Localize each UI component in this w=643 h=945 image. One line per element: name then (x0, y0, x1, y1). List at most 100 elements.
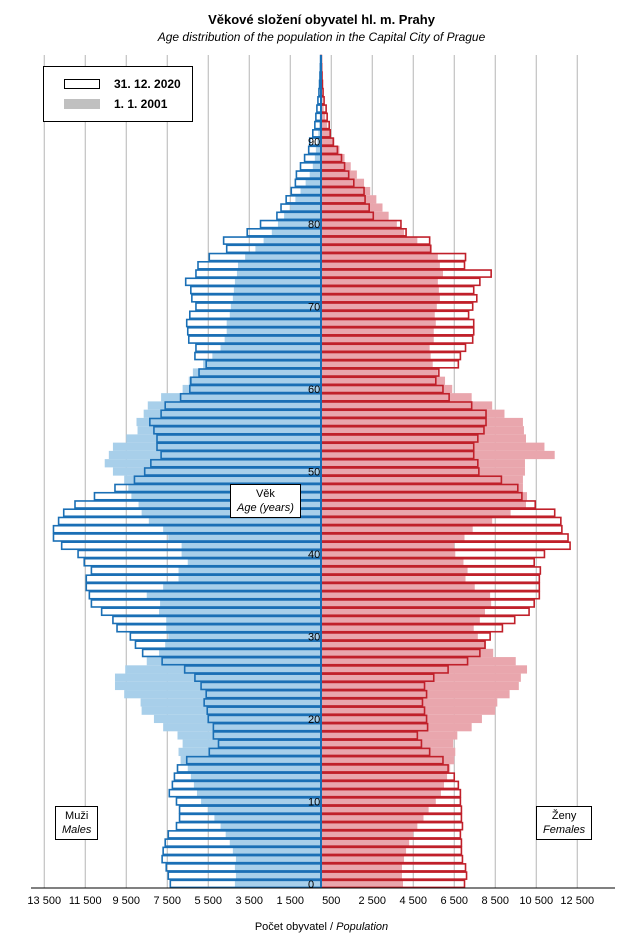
bar-male-2001-age-5 (229, 838, 321, 847)
bar-male-2001-age-42 (168, 533, 321, 542)
bar-female-2001-age-48 (321, 483, 523, 493)
bar-male-2001-age-26 (125, 665, 321, 674)
bar-female-2001-age-5 (321, 838, 410, 847)
legend-label-2001: 1. 1. 2001 (114, 97, 168, 111)
bar-female-2001-age-6 (321, 830, 414, 839)
y-tick-label-10: 10 (308, 796, 320, 808)
chart-title: Věkové složení obyvatel hl. m. Prahy (208, 12, 435, 27)
bar-female-2020-age-14 (320, 764, 449, 773)
bar-female-2020-age-56 (320, 417, 487, 427)
bar-female-2020-age-10 (320, 797, 462, 806)
bar-female-2001-age-77 (321, 244, 432, 253)
bar-male-2020-age-65 (195, 343, 322, 353)
bar-female-2001-age-16 (321, 747, 456, 757)
bar-male-2001-age-24 (114, 681, 321, 691)
bar-female-2001-age-20 (321, 714, 482, 724)
bar-female-2001-age-73 (321, 277, 438, 286)
bar-female-2001-age-94 (321, 104, 324, 113)
bar-female-2001-age-24 (321, 681, 519, 691)
bar-male-2001-age-79 (271, 228, 321, 237)
bar-male-2020-age-56 (149, 417, 322, 427)
bar-male-2001-age-90 (317, 137, 321, 146)
bar-female-2001-age-87 (321, 162, 351, 171)
bar-male-2020-age-36 (85, 582, 322, 592)
bar-male-2001-age-31 (166, 624, 321, 633)
bar-male-2001-age-55 (137, 426, 321, 435)
bar-female-2001-age-35 (321, 591, 491, 600)
bar-female-2020-age-13 (320, 772, 456, 781)
bar-male-2001-age-44 (148, 516, 321, 526)
bar-female-2020-age-76 (320, 252, 467, 262)
bar-female-2001-age-4 (321, 846, 407, 856)
bar-female-2001-age-64 (321, 351, 431, 361)
bar-female-2020-age-29 (320, 640, 486, 650)
bar-female-2001-age-17 (321, 739, 454, 748)
bar-male-2001-age-64 (212, 351, 321, 361)
bar-female-2020-age-92 (320, 120, 330, 130)
bar-male-2001-age-58 (147, 401, 321, 410)
bar-male-2001-age-84 (300, 186, 321, 196)
bar-female-2001-age-8 (321, 813, 424, 823)
bar-female-2020-age-43 (320, 524, 563, 534)
bar-male-2001-age-34 (160, 599, 321, 608)
bar-male-2020-age-25 (194, 673, 322, 683)
bar-female-2001-age-91 (321, 129, 331, 138)
bar-male-2020-age-87 (299, 162, 322, 171)
bar-female-2001-age-32 (321, 615, 480, 625)
bar-male-2001-age-68 (226, 318, 321, 328)
bar-female-2001-age-92 (321, 120, 328, 130)
bar-male-2001-age-7 (220, 822, 321, 831)
bar-male-2001-age-54 (126, 434, 321, 443)
bar-male-2020-age-84 (290, 186, 322, 196)
bar-male-2001-age-28 (159, 648, 321, 658)
bar-female-2001-age-86 (321, 170, 357, 179)
bar-female-2001-age-0 (321, 879, 403, 888)
females-label-box: Ženy Females (536, 806, 593, 840)
bar-male-2001-age-47 (131, 492, 321, 501)
bar-male-2020-age-23 (205, 689, 322, 699)
bar-male-2001-age-81 (284, 211, 321, 220)
bar-female-2001-age-70 (321, 302, 437, 311)
bar-male-2001-age-39 (187, 558, 321, 567)
bar-male-2001-age-69 (229, 310, 321, 319)
bar-male-2001-age-27 (146, 657, 321, 666)
bar-female-2001-age-60 (321, 384, 453, 394)
bar-female-2020-age-45 (320, 508, 556, 518)
females-label-cs: Ženy (551, 810, 577, 822)
legend-item-2001: 1. 1. 2001 (64, 97, 167, 111)
bar-male-2001-age-8 (214, 813, 321, 823)
bar-female-2020-age-4 (320, 846, 463, 856)
bar-male-2001-age-20 (153, 714, 321, 724)
bar-female-2020-age-9 (320, 805, 463, 814)
bar-male-2020-age-49 (133, 475, 322, 485)
bar-female-2020-age-48 (320, 483, 519, 493)
bar-male-2001-age-88 (314, 153, 321, 163)
bar-male-2020-age-15 (185, 755, 322, 765)
y-tick-label-30: 30 (308, 631, 320, 643)
bar-male-2020-age-63 (205, 359, 322, 369)
bar-male-2020-age-52 (160, 450, 322, 460)
bar-female-2001-age-63 (321, 360, 433, 369)
bar-male-2001-age-46 (138, 500, 321, 509)
bar-female-2020-age-57 (320, 409, 487, 419)
bar-male-2001-age-11 (196, 789, 321, 798)
bar-male-2020-age-67 (186, 326, 322, 336)
bar-male-2020-age-27 (161, 656, 322, 666)
bar-male-2001-age-48 (128, 483, 321, 493)
bar-female-2001-age-36 (321, 582, 475, 592)
males-label-cs: Muži (65, 810, 89, 822)
bar-female-2020-age-5 (320, 838, 463, 847)
bar-male-2001-age-23 (124, 690, 321, 699)
bar-female-2001-age-28 (321, 648, 494, 658)
bar-female-2020-age-38 (320, 566, 542, 575)
bar-male-2001-age-22 (140, 698, 321, 707)
bar-female-2020-age-8 (320, 813, 463, 823)
bar-female-2001-age-61 (321, 376, 446, 385)
bar-female-2020-age-40 (320, 549, 546, 559)
bar-female-2020-age-37 (320, 574, 541, 584)
bar-male-2001-age-85 (305, 178, 321, 187)
bar-female-2020-age-61 (320, 376, 437, 386)
legend-swatch-outline (64, 79, 100, 89)
bar-male-2001-age-25 (114, 673, 321, 682)
bar-female-2001-age-49 (321, 475, 523, 484)
